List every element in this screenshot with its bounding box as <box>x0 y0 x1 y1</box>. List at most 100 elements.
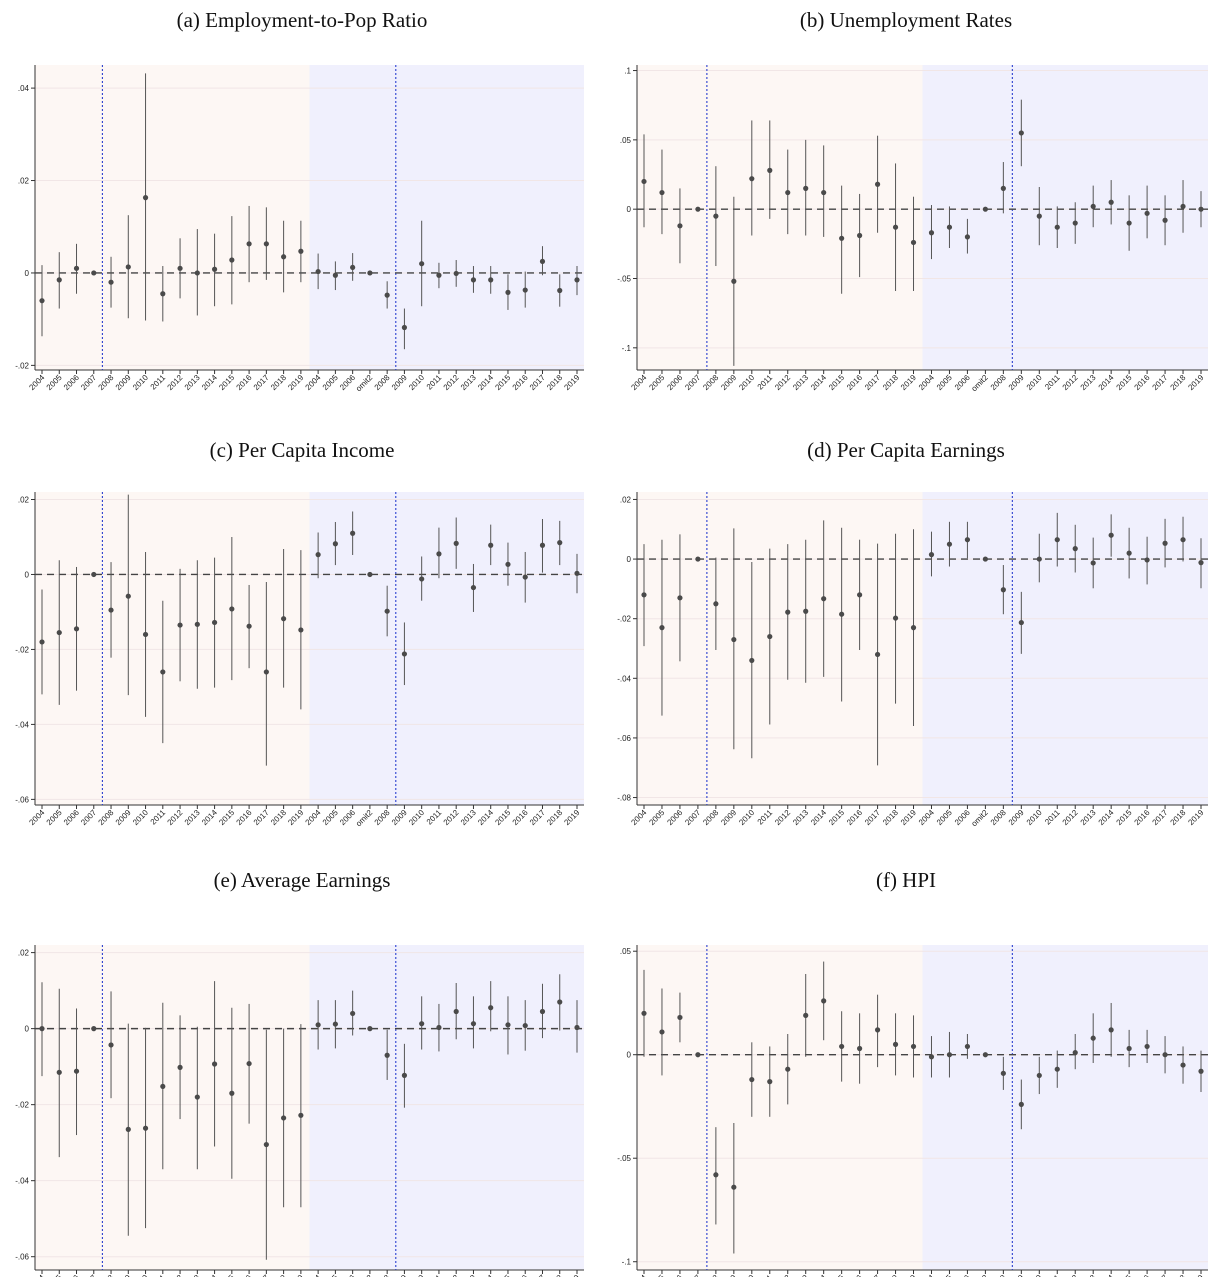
x-tick-label: 2004 <box>629 373 648 392</box>
x-tick-label: 2009 <box>114 1273 133 1277</box>
y-tick-label: 0 <box>25 570 30 579</box>
x-tick-label: 2013 <box>791 373 810 392</box>
y-tick-label: .02 <box>18 177 30 186</box>
point-estimate <box>695 207 700 212</box>
x-tick-label: 2009 <box>719 373 738 392</box>
chart-plot: -.06-.04-.020.02200420052006200720082009… <box>0 430 604 855</box>
point-estimate <box>983 556 988 561</box>
x-tick-label: 2008 <box>373 373 392 392</box>
y-tick-label: 0 <box>627 1051 632 1060</box>
x-tick-label: 2018 <box>881 373 900 392</box>
y-tick-label: -.04 <box>15 1177 29 1186</box>
point-estimate <box>281 254 286 259</box>
point-estimate <box>505 290 510 295</box>
y-tick-label: -.02 <box>15 645 29 654</box>
point-estimate <box>91 270 96 275</box>
x-tick-label: 2010 <box>131 808 150 827</box>
point-estimate <box>195 270 200 275</box>
x-tick-label: 2005 <box>45 808 64 827</box>
x-tick-label: 2012 <box>1061 1273 1080 1277</box>
y-tick-label: 0 <box>627 555 632 564</box>
x-tick-label: 2016 <box>511 808 530 827</box>
point-estimate <box>1180 1062 1185 1067</box>
point-estimate <box>749 1077 754 1082</box>
x-tick-label: 2012 <box>1061 808 1080 827</box>
x-tick-label: 2009 <box>1007 1273 1026 1277</box>
x-tick-label: 2005 <box>321 1273 340 1277</box>
point-estimate <box>1073 220 1078 225</box>
x-tick-label: 2019 <box>899 1273 918 1277</box>
point-estimate <box>574 571 579 576</box>
point-estimate <box>659 190 664 195</box>
point-estimate <box>246 624 251 629</box>
y-tick-label: -.06 <box>617 734 631 743</box>
x-tick-label: 2006 <box>338 1273 357 1277</box>
x-tick-label: 2014 <box>200 1273 219 1277</box>
point-estimate <box>749 176 754 181</box>
x-tick-label: 2015 <box>1115 373 1134 392</box>
point-estimate <box>39 1026 44 1031</box>
point-estimate <box>91 572 96 577</box>
x-tick-label: 2008 <box>96 1273 115 1277</box>
point-estimate <box>419 1021 424 1026</box>
x-tick-label: 2015 <box>827 808 846 827</box>
x-tick-label: 2017 <box>863 1273 882 1277</box>
x-tick-label: 2005 <box>45 1273 64 1277</box>
y-tick-label: -.04 <box>15 720 29 729</box>
point-estimate <box>875 1027 880 1032</box>
x-tick-label: 2015 <box>217 373 236 392</box>
point-estimate <box>695 556 700 561</box>
x-tick-label: 2010 <box>1025 1273 1044 1277</box>
x-tick-label: 2009 <box>114 373 133 392</box>
point-estimate <box>367 270 372 275</box>
x-tick-label: 2011 <box>1043 1273 1062 1277</box>
point-estimate <box>385 609 390 614</box>
x-tick-label: 2009 <box>1007 373 1026 392</box>
x-tick-label: 2008 <box>989 1273 1008 1277</box>
x-tick-label: 2018 <box>269 808 288 827</box>
point-estimate <box>177 266 182 271</box>
point-estimate <box>1001 1071 1006 1076</box>
x-tick-label: 2006 <box>62 373 81 392</box>
point-estimate <box>57 630 62 635</box>
point-estimate <box>677 595 682 600</box>
y-tick-label: .05 <box>620 947 632 956</box>
point-estimate <box>965 537 970 542</box>
x-tick-label: 2008 <box>96 808 115 827</box>
x-tick-label: omit2 <box>354 1273 375 1277</box>
point-estimate <box>821 998 826 1003</box>
x-tick-label: 2007 <box>683 808 702 827</box>
point-estimate <box>893 615 898 620</box>
x-tick-label: 2012 <box>773 373 792 392</box>
x-tick-label: 2016 <box>235 373 254 392</box>
point-estimate <box>350 531 355 536</box>
point-estimate <box>1037 214 1042 219</box>
x-tick-label: 2006 <box>665 1273 684 1277</box>
shaded-region <box>35 65 310 370</box>
point-estimate <box>1144 1044 1149 1049</box>
x-tick-label: 2012 <box>442 373 461 392</box>
y-tick-label: -.08 <box>617 794 631 803</box>
point-estimate <box>212 1061 217 1066</box>
x-tick-label: 2010 <box>131 1273 150 1277</box>
x-tick-label: 2014 <box>1097 373 1116 392</box>
x-tick-label: 2005 <box>935 808 954 827</box>
x-tick-label: 2019 <box>562 808 581 827</box>
point-estimate <box>471 585 476 590</box>
point-estimate <box>488 1005 493 1010</box>
point-estimate <box>857 233 862 238</box>
x-tick-label: 2019 <box>1186 1273 1205 1277</box>
point-estimate <box>1019 130 1024 135</box>
x-tick-label: 2010 <box>737 373 756 392</box>
x-tick-label: 2013 <box>459 808 478 827</box>
x-tick-label: 2010 <box>737 1273 756 1277</box>
x-tick-label: 2008 <box>701 373 720 392</box>
point-estimate <box>1180 204 1185 209</box>
point-estimate <box>108 280 113 285</box>
point-estimate <box>1001 587 1006 592</box>
point-estimate <box>821 190 826 195</box>
point-estimate <box>316 552 321 557</box>
point-estimate <box>1127 1046 1132 1051</box>
x-tick-label: omit2 <box>970 808 991 829</box>
